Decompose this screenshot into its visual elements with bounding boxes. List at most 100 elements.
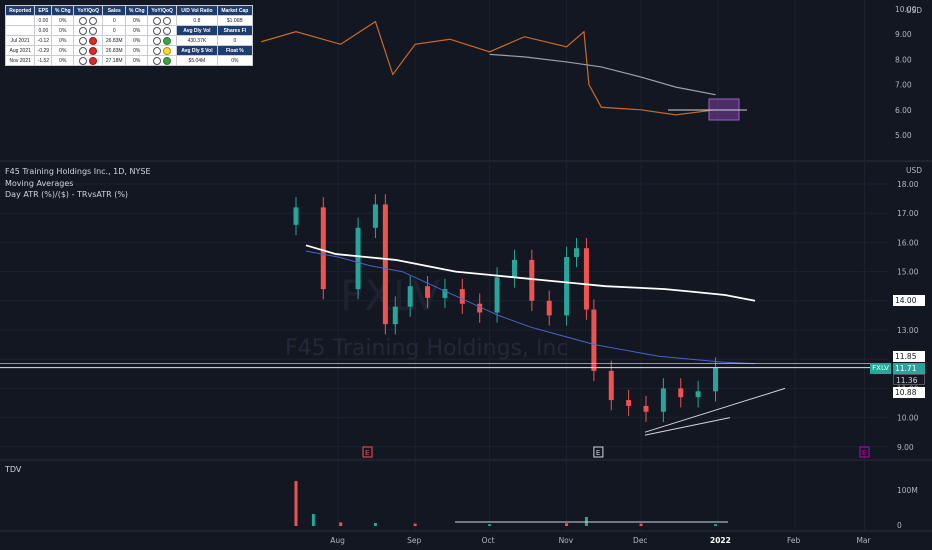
table-cell: 0% xyxy=(125,55,149,66)
header-cell: YoY/QoQ xyxy=(147,5,178,16)
table-cell: 0.00 xyxy=(34,15,53,26)
x-tick-label: Feb xyxy=(787,536,801,545)
header-cell: YoY/QoQ xyxy=(73,5,104,16)
header-cell: Market Cap xyxy=(216,5,254,16)
candle-body xyxy=(442,289,448,298)
status-dot-icon xyxy=(153,16,162,25)
table-cell: -1.52 xyxy=(34,55,53,66)
table-cell xyxy=(73,45,104,56)
candle-body xyxy=(459,289,465,304)
y-tick-label: 9.00 xyxy=(897,443,914,452)
table-cell: 0.00 xyxy=(34,25,53,36)
status-dot-icon xyxy=(153,26,162,35)
x-tick-label: 2022 xyxy=(710,536,731,545)
table-cell xyxy=(73,15,104,26)
table-cell: 0% xyxy=(125,25,149,36)
status-dot-icon xyxy=(79,16,88,25)
y-tick-label: 15.00 xyxy=(897,268,919,277)
table-cell xyxy=(147,15,178,26)
y-tick-label: 7.00 xyxy=(895,81,912,90)
candle-body xyxy=(574,248,580,257)
x-tick-label: Sep xyxy=(407,536,421,545)
y-tick-label: 10.00 xyxy=(895,5,917,14)
header-cell: U/D Vol Ratio xyxy=(176,5,218,16)
symbol-tag: FXLV xyxy=(870,363,891,374)
price-label-ma200: 14.00 xyxy=(893,295,925,306)
y-tick-label: 5.00 xyxy=(895,131,912,140)
status-dot-icon xyxy=(163,16,172,25)
volume-bar xyxy=(339,522,343,526)
trendline xyxy=(644,387,786,433)
y-tick-label: 8.00 xyxy=(895,55,912,64)
x-tick-label: Mar xyxy=(856,536,871,545)
legend-tdv[interactable]: TDV xyxy=(5,465,22,474)
candle-body xyxy=(293,207,299,225)
price-label-last: 11.71 xyxy=(893,363,925,374)
table-cell xyxy=(147,55,178,66)
header-cell: Reported xyxy=(4,5,36,16)
y-tick-label: 10.00 xyxy=(897,414,919,423)
candle-body xyxy=(529,259,535,301)
table-cell: 0% xyxy=(51,25,75,36)
candle-body xyxy=(583,248,589,310)
earnings-event-label: E xyxy=(862,449,866,457)
candle-body xyxy=(355,227,361,290)
header-cell: EPS xyxy=(34,5,53,16)
legend-moving-averages[interactable]: Moving Averages xyxy=(5,179,74,188)
table-cell xyxy=(73,25,104,36)
trendline xyxy=(644,417,731,436)
currency-label: USD xyxy=(906,166,922,175)
status-dot-icon xyxy=(79,26,88,35)
table-row: Nov 2021 -1.52 0% 27.18M 0% $5.04M 0% xyxy=(4,55,254,66)
status-dot-icon xyxy=(163,36,172,45)
table-cell: 0% xyxy=(125,35,149,46)
price-label-11-85: 11.85 xyxy=(893,351,925,362)
volume-bar xyxy=(565,523,569,526)
candle-body xyxy=(608,370,614,401)
candle-body xyxy=(695,391,701,398)
earnings-event-label: E xyxy=(365,449,369,457)
candle-body xyxy=(494,277,500,313)
table-row: 0.00 0% 0 0% 0.8 $1.06B xyxy=(4,15,254,26)
top-series-line xyxy=(489,53,716,96)
legend-symbol[interactable]: F45 Training Holdings Inc., 1D, NYSE xyxy=(5,167,151,176)
table-cell: 430.37K xyxy=(176,35,218,46)
table-header-row: Reported EPS % Chg YoY/QoQ Sales % Chg Y… xyxy=(4,5,254,16)
table-cell: 0 xyxy=(102,15,127,26)
candle-body xyxy=(564,257,570,316)
table-cell: $5.04M xyxy=(176,55,218,66)
table-cell: 0 xyxy=(102,25,127,36)
earnings-event-label: E xyxy=(596,449,600,457)
table-cell: Avg Dly $ Vol xyxy=(176,45,218,56)
status-dot-icon xyxy=(79,46,88,55)
y-tick-label: 100M xyxy=(897,486,918,495)
table-cell: 0% xyxy=(125,45,149,56)
fundamentals-table: Reported EPS % Chg YoY/QoQ Sales % Chg Y… xyxy=(4,5,254,66)
table-cell: 0% xyxy=(216,55,254,66)
y-tick-label: 6.00 xyxy=(895,106,912,115)
candle-body xyxy=(425,286,431,298)
table-row: Jul 2021 -0.12 0% 26.83M 0% 430.37K 0 xyxy=(4,35,254,46)
price-label-10-88: 10.88 xyxy=(893,387,925,398)
y-tick-label: 16.00 xyxy=(897,238,919,247)
candle-body xyxy=(591,309,597,371)
status-dot-icon xyxy=(89,46,98,55)
status-dot-icon xyxy=(163,56,172,65)
candle-body xyxy=(713,367,719,392)
status-dot-icon xyxy=(89,16,98,25)
moving-average-line xyxy=(305,250,756,365)
table-cell xyxy=(73,35,104,46)
table-cell: 0% xyxy=(51,45,75,56)
table-cell: -0.12 xyxy=(34,35,53,46)
table-cell: Aug 2021 xyxy=(4,45,36,56)
volume-bar xyxy=(714,524,718,526)
volume-bar xyxy=(294,481,298,526)
table-cell: 0% xyxy=(51,55,75,66)
legend-atr[interactable]: Day ATR (%)/($) - TRvsATR (%) xyxy=(5,190,129,199)
header-cell: % Chg xyxy=(51,5,75,16)
candle-body xyxy=(643,405,649,412)
table-cell: 27.18M xyxy=(102,55,127,66)
top-series-line xyxy=(261,20,716,116)
y-tick-label: 13.00 xyxy=(897,326,919,335)
